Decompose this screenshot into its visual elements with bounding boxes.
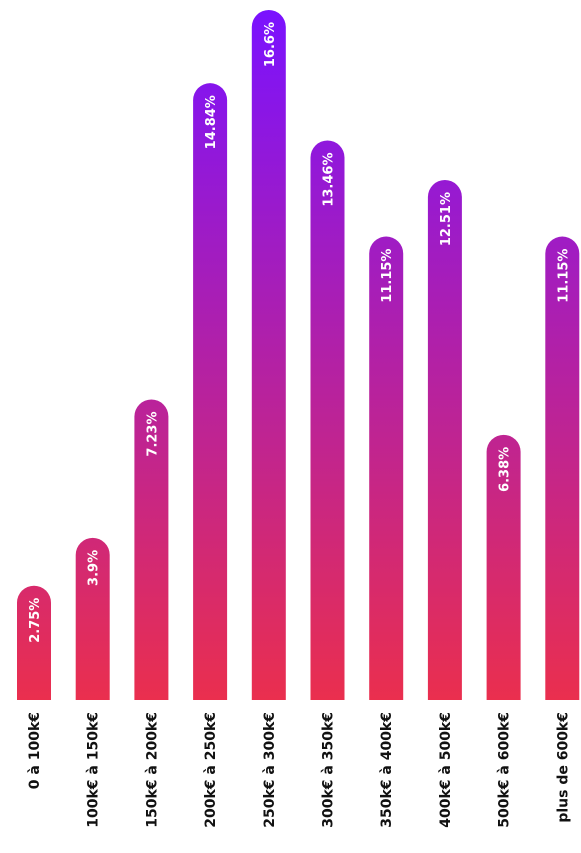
- category-label-7: 400k€ à 500k€: [438, 712, 454, 828]
- value-labels-group: 2.75% 3.9% 7.23% 14.84% 16.6% 13.46% 11.15% 12.…: [28, 22, 571, 643]
- bar-1: [75, 537, 110, 700]
- bar-3: [193, 83, 228, 701]
- bar-6: [369, 236, 404, 701]
- bar-5: [310, 140, 345, 700]
- bar-9: [545, 236, 580, 701]
- bar-8: [486, 434, 521, 700]
- category-label-0: 0 à 100k€: [27, 712, 43, 789]
- category-label-2: 150k€ à 200k€: [144, 712, 160, 828]
- category-label-6: 350k€ à 400k€: [379, 712, 395, 828]
- bars-group: [17, 10, 580, 701]
- value-label-6: 11.15%: [380, 249, 395, 303]
- bar-4: [251, 10, 286, 700]
- value-label-8: 6.38%: [498, 447, 513, 492]
- value-label-7: 12.51%: [439, 192, 454, 246]
- value-label-9: 11.15%: [556, 249, 571, 303]
- value-label-1: 3.9%: [87, 550, 102, 586]
- bar-7: [427, 180, 462, 700]
- value-label-2: 7.23%: [145, 411, 160, 456]
- category-label-5: 300k€ à 350k€: [321, 712, 337, 828]
- category-label-1: 100k€ à 150k€: [86, 712, 102, 828]
- value-label-0: 2.75%: [28, 598, 43, 643]
- category-label-4: 250k€ à 300k€: [262, 712, 278, 828]
- value-label-3: 14.84%: [204, 95, 219, 149]
- category-labels-group: 0 à 100k€ 100k€ à 150k€ 150k€ à 200k€ 200k€…: [27, 712, 571, 828]
- value-label-5: 13.46%: [322, 153, 337, 207]
- bar-0: [17, 585, 51, 700]
- bar-2: [134, 399, 169, 700]
- category-label-8: 500k€ à 600k€: [497, 712, 513, 828]
- category-label-3: 200k€ à 250k€: [203, 712, 219, 828]
- value-label-4: 16.6%: [263, 22, 278, 67]
- category-label-9: plus de 600k€: [555, 712, 571, 823]
